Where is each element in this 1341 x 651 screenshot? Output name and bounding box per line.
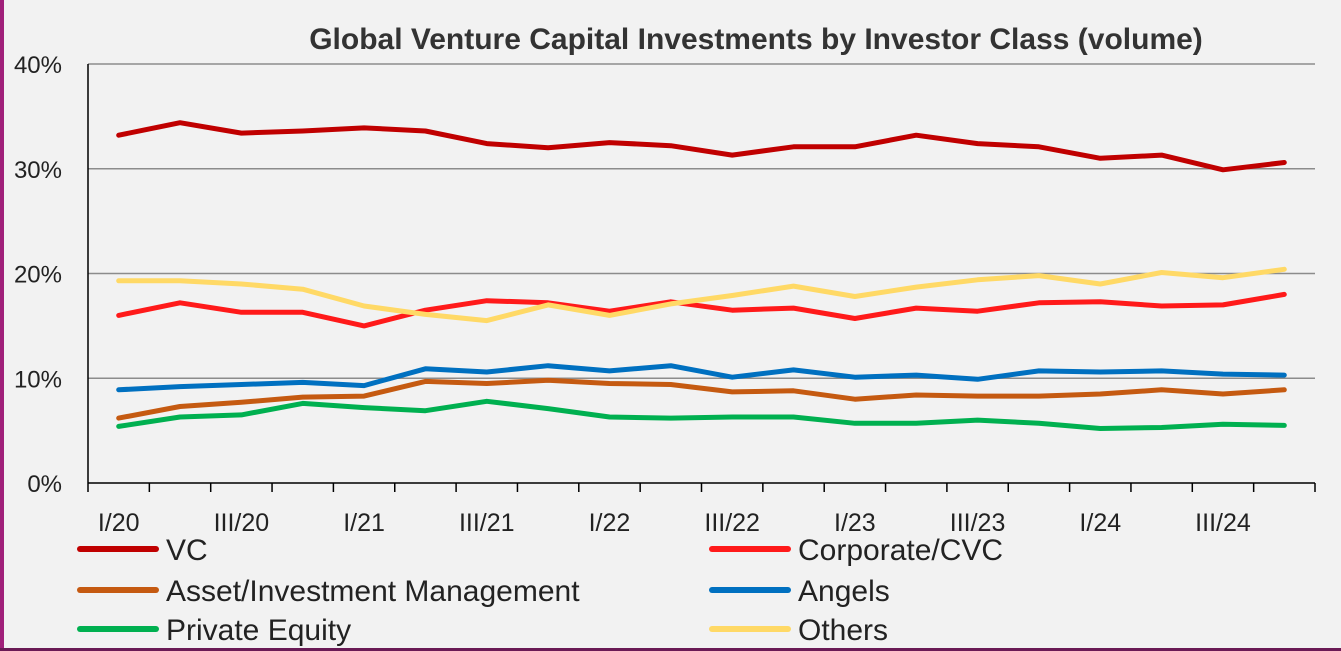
legend-label: VC [166, 534, 208, 567]
series-line-private-equity [116, 398, 1287, 431]
legend-label: Angels [798, 575, 890, 608]
x-tick-label: I/22 [589, 509, 631, 537]
y-tick-label: 0% [27, 471, 62, 498]
legend-label: Private Equity [166, 614, 351, 647]
series-line-angels [116, 363, 1287, 393]
series-line-asset-investment-management [116, 377, 1287, 421]
window-left-border [0, 0, 4, 651]
gridlines [88, 63, 1315, 484]
series-lines [116, 120, 1287, 431]
legend-label: Asset/Investment Management [166, 575, 580, 608]
chart-title: Global Venture Capital Investments by In… [309, 23, 1203, 56]
series-line-vc [116, 120, 1287, 173]
legend-label: Others [798, 614, 888, 647]
x-tick-label: III/20 [214, 509, 270, 537]
series-line-others [116, 266, 1287, 324]
y-tick-label: 20% [14, 262, 62, 289]
series-line-corporate-cvc [116, 291, 1287, 329]
axes: 0% 10% 20% 30% 40% I/20 III/20 I/21 III/21 I/22 II… [14, 52, 1316, 537]
x-tick-label: III/21 [459, 509, 515, 537]
window-bottom-border [0, 648, 1341, 651]
y-tick-label: 10% [14, 366, 62, 393]
legend: VC Corporate/CVC Asset/Investment Manageme… [77, 534, 1003, 647]
legend-label: Corporate/CVC [798, 534, 1003, 567]
y-tick-label: 40% [14, 52, 62, 79]
x-tick-label: III/23 [950, 509, 1006, 537]
y-tick-label: 30% [14, 157, 62, 184]
x-tick-label: I/20 [98, 509, 140, 537]
x-tick-label: III/22 [704, 509, 760, 537]
x-tick-label: I/24 [1079, 509, 1121, 537]
x-tick-label: I/21 [343, 509, 385, 537]
x-tick-label: III/24 [1195, 509, 1251, 537]
x-tick-label: I/23 [834, 509, 876, 537]
